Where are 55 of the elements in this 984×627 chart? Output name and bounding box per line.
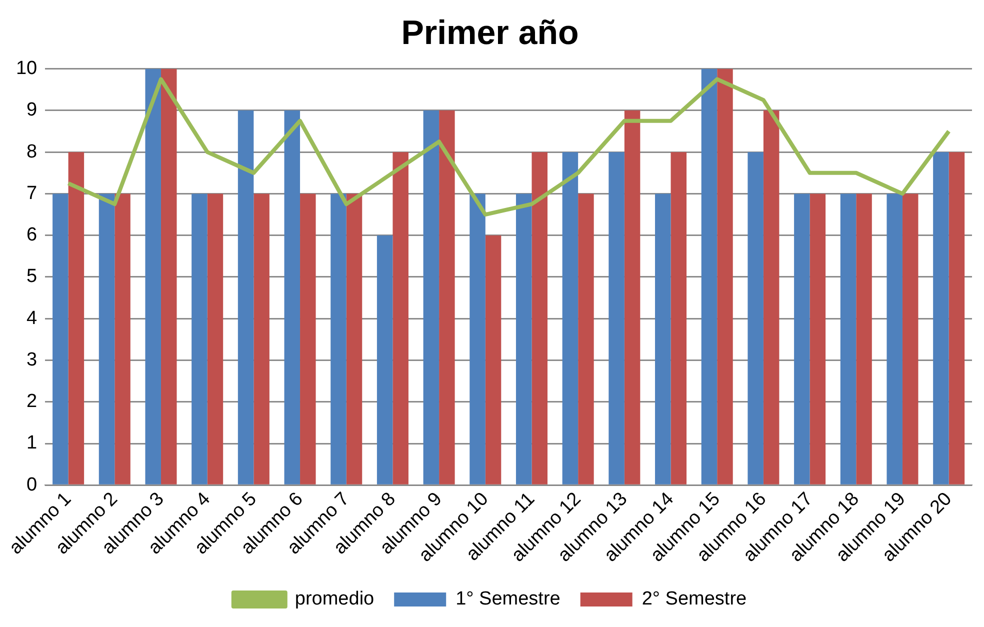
legend-label: 1° Semestre bbox=[456, 588, 560, 610]
bar bbox=[470, 194, 486, 484]
bar bbox=[933, 152, 949, 484]
bar bbox=[810, 194, 826, 484]
y-tick-label: 1 bbox=[26, 432, 38, 454]
bar bbox=[423, 110, 440, 484]
bar bbox=[330, 194, 346, 484]
bar bbox=[856, 194, 872, 484]
bar bbox=[886, 194, 902, 484]
bar bbox=[284, 110, 300, 484]
bar bbox=[238, 110, 254, 484]
bar bbox=[439, 110, 455, 484]
y-tick-label: 2 bbox=[26, 391, 38, 412]
bar bbox=[701, 68, 718, 484]
legend-label: promedio bbox=[294, 588, 374, 610]
bar bbox=[160, 68, 177, 484]
y-tick-label: 7 bbox=[26, 182, 38, 204]
bar bbox=[532, 152, 548, 484]
legend-label: 2° Semestre bbox=[642, 588, 747, 610]
chart-title: Primer año bbox=[401, 14, 579, 52]
bar bbox=[485, 235, 502, 484]
bar bbox=[300, 194, 316, 484]
bar bbox=[578, 194, 594, 484]
bar bbox=[670, 152, 687, 484]
bar bbox=[207, 194, 224, 484]
bar bbox=[655, 194, 671, 484]
y-tick-label: 10 bbox=[16, 58, 38, 80]
bar bbox=[608, 152, 624, 484]
bar bbox=[346, 194, 362, 484]
bar bbox=[562, 152, 578, 484]
bar bbox=[902, 194, 918, 484]
y-tick-label: 5 bbox=[26, 266, 38, 288]
bar bbox=[748, 152, 764, 484]
bar bbox=[840, 194, 856, 484]
bar bbox=[114, 194, 130, 484]
y-tick-label: 9 bbox=[26, 100, 38, 121]
bar bbox=[624, 110, 640, 484]
bar bbox=[52, 194, 68, 484]
bar bbox=[98, 194, 115, 484]
bar bbox=[254, 194, 270, 484]
bar bbox=[948, 152, 965, 484]
bar bbox=[392, 152, 408, 484]
bar bbox=[145, 68, 161, 484]
bar bbox=[516, 194, 532, 484]
bar bbox=[376, 235, 393, 484]
y-tick-label: 0 bbox=[26, 474, 38, 496]
bar bbox=[717, 68, 733, 484]
y-tick-label: 4 bbox=[26, 308, 38, 329]
bar bbox=[192, 194, 208, 484]
bar bbox=[794, 194, 810, 484]
bar bbox=[763, 110, 780, 484]
y-tick-label: 8 bbox=[26, 141, 38, 162]
y-tick-label: 6 bbox=[26, 224, 38, 246]
bar bbox=[68, 152, 84, 484]
y-tick-label: 3 bbox=[26, 349, 38, 370]
